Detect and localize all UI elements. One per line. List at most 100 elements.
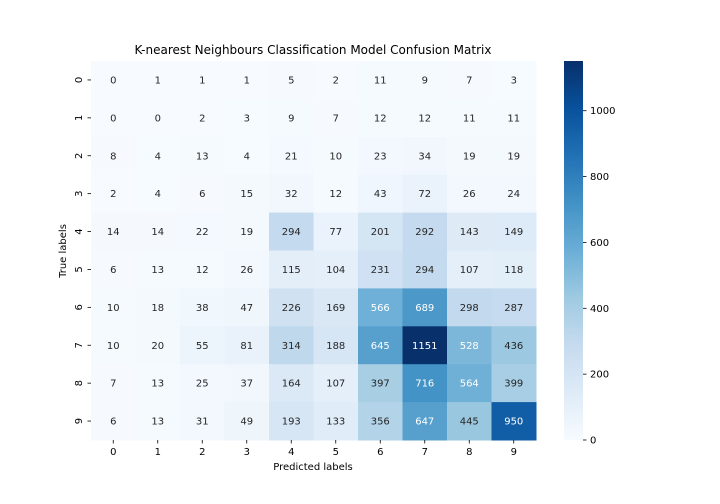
cell-value-label: 4 bbox=[155, 151, 161, 162]
heatmap-cell bbox=[135, 288, 181, 327]
colorbar-tick-label: 600 bbox=[590, 238, 609, 249]
heatmap-cell bbox=[447, 288, 492, 327]
y-tick-label: 3 bbox=[74, 190, 85, 196]
heatmap-cell bbox=[402, 98, 448, 138]
cell-value-label: 188 bbox=[326, 341, 345, 352]
heatmap-cell bbox=[135, 402, 181, 441]
heatmap-cell bbox=[224, 174, 270, 214]
cell-value-label: 193 bbox=[282, 417, 301, 428]
heatmap-cell bbox=[491, 61, 537, 100]
heatmap-cell bbox=[313, 288, 359, 327]
heatmap-cell bbox=[402, 212, 448, 251]
heatmap-cell bbox=[313, 136, 359, 176]
heatmap-cell bbox=[447, 136, 492, 176]
heatmap-cell bbox=[224, 250, 270, 289]
y-tick-label: 1 bbox=[74, 115, 85, 121]
heatmap-cell bbox=[313, 98, 359, 138]
heatmap-cell bbox=[135, 364, 181, 403]
heatmap-cell bbox=[447, 174, 492, 214]
cell-value-label: 47 bbox=[240, 303, 253, 314]
cell-value-label: 25 bbox=[196, 379, 209, 390]
cell-value-label: 1 bbox=[199, 75, 205, 86]
x-tick-label: 2 bbox=[199, 447, 205, 458]
x-axis-label: Predicted labels bbox=[273, 462, 353, 473]
y-tick-label: 9 bbox=[74, 418, 85, 424]
heatmap-cell bbox=[358, 98, 403, 138]
heatmap-cell bbox=[269, 364, 314, 403]
x-tick-label: 0 bbox=[110, 447, 116, 458]
heatmap-cell bbox=[447, 98, 492, 138]
x-tick-label: 6 bbox=[377, 447, 383, 458]
heatmap-cell bbox=[269, 136, 314, 176]
heatmap-cell bbox=[224, 136, 270, 176]
cell-value-label: 5 bbox=[288, 75, 294, 86]
heatmap-cell bbox=[91, 288, 136, 327]
cell-value-label: 18 bbox=[151, 303, 164, 314]
y-tick-label: 6 bbox=[74, 304, 85, 310]
cell-value-label: 399 bbox=[504, 379, 523, 390]
heatmap-cell bbox=[135, 98, 181, 138]
cell-value-label: 4 bbox=[155, 189, 161, 200]
cell-value-label: 107 bbox=[326, 379, 345, 390]
cell-value-label: 19 bbox=[463, 151, 476, 162]
cell-value-label: 1 bbox=[155, 75, 161, 86]
cell-value-label: 26 bbox=[240, 265, 253, 276]
heatmap-cell bbox=[402, 61, 448, 100]
heatmap-cell bbox=[269, 326, 314, 365]
cell-value-label: 7 bbox=[466, 75, 472, 86]
cell-value-label: 2 bbox=[110, 189, 116, 200]
cell-value-label: 104 bbox=[326, 265, 345, 276]
cell-value-label: 133 bbox=[326, 417, 345, 428]
cell-value-label: 43 bbox=[374, 189, 387, 200]
chart-title: K-nearest Neighbours Classification Mode… bbox=[135, 43, 492, 57]
heatmap-cell bbox=[135, 250, 181, 289]
cell-value-label: 566 bbox=[371, 303, 390, 314]
cell-value-label: 19 bbox=[507, 151, 520, 162]
cell-value-label: 314 bbox=[282, 341, 301, 352]
cell-value-label: 6 bbox=[110, 265, 116, 276]
heatmap-cell bbox=[491, 250, 537, 289]
cell-value-label: 10 bbox=[107, 341, 120, 352]
cell-value-label: 107 bbox=[460, 265, 479, 276]
cell-value-label: 22 bbox=[196, 227, 209, 238]
heatmap-cell bbox=[358, 288, 403, 327]
y-tick-label: 7 bbox=[74, 342, 85, 348]
heatmap-cell bbox=[491, 136, 537, 176]
colorbar-tick-label: 1000 bbox=[590, 106, 615, 117]
cell-value-label: 31 bbox=[196, 417, 209, 428]
cell-value-label: 294 bbox=[415, 265, 434, 276]
heatmap-cell bbox=[91, 136, 136, 176]
cell-value-label: 81 bbox=[240, 341, 253, 352]
cell-value-label: 149 bbox=[504, 227, 523, 238]
heatmap-cell bbox=[91, 326, 136, 365]
colorbar-tick-label: 800 bbox=[590, 172, 609, 183]
cell-value-label: 12 bbox=[196, 265, 209, 276]
cell-value-label: 37 bbox=[240, 379, 253, 390]
x-axis-ticks: 0 1 2 3 4 5 6 7 8 9 bbox=[110, 440, 517, 458]
colorbar: 0 200 400 600 800 1000 bbox=[564, 61, 615, 447]
heatmap-cell bbox=[180, 61, 225, 100]
y-tick-label: 0 bbox=[74, 77, 85, 83]
heatmap-cell bbox=[358, 250, 403, 289]
y-tick-label: 8 bbox=[74, 380, 85, 386]
heatmap-cell bbox=[269, 98, 314, 138]
cell-value-label: 226 bbox=[282, 303, 301, 314]
cell-value-label: 164 bbox=[282, 379, 301, 390]
heatmap-cell bbox=[91, 250, 136, 289]
heatmap-cell bbox=[491, 174, 537, 214]
cell-value-label: 1 bbox=[244, 75, 250, 86]
heatmap-cell bbox=[180, 174, 225, 214]
cell-value-label: 298 bbox=[460, 303, 479, 314]
cell-value-label: 169 bbox=[326, 303, 345, 314]
heatmap-cell bbox=[313, 212, 359, 251]
heatmap-cells: 0 1 1 1 5 2 11 9 7 30 0 2 3 9 7 12 12 11 118 4 13 4 21 10 23 34 19… bbox=[91, 61, 537, 441]
cell-value-label: 6 bbox=[199, 189, 205, 200]
heatmap-cell bbox=[135, 136, 181, 176]
cell-value-label: 4 bbox=[244, 151, 250, 162]
heatmap-cell bbox=[358, 326, 403, 365]
cell-value-label: 397 bbox=[371, 379, 390, 390]
heatmap-cell bbox=[269, 61, 314, 100]
cell-value-label: 26 bbox=[463, 189, 476, 200]
cell-value-label: 23 bbox=[374, 151, 387, 162]
heatmap-cell bbox=[180, 326, 225, 365]
